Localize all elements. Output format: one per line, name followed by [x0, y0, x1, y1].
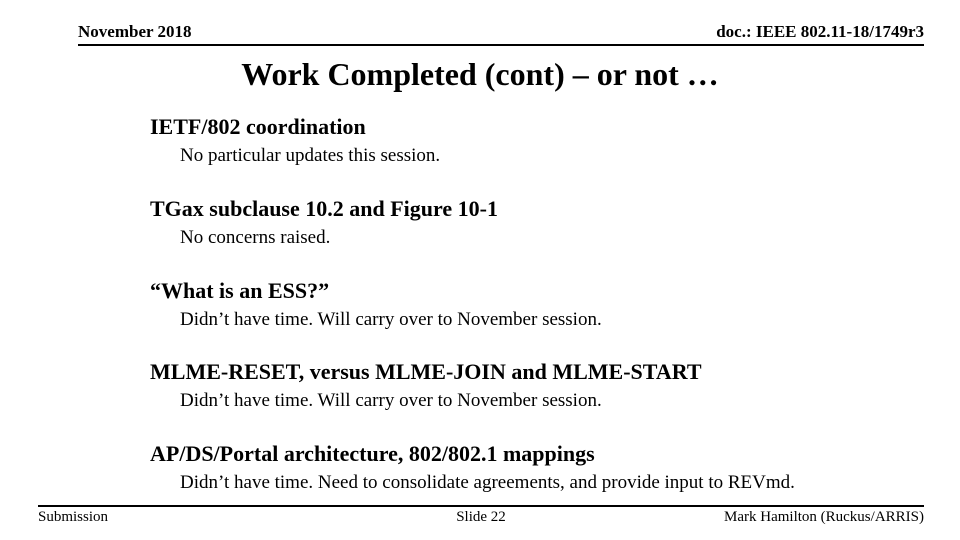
- header-row: November 2018 doc.: IEEE 802.11-18/1749r…: [78, 22, 924, 46]
- slide-page: November 2018 doc.: IEEE 802.11-18/1749r…: [0, 0, 960, 540]
- slide-header: November 2018 doc.: IEEE 802.11-18/1749r…: [78, 22, 924, 46]
- slide-footer: Submission Slide 22 Mark Hamilton (Rucku…: [38, 505, 924, 526]
- slide-content: IETF/802 coordination No particular upda…: [150, 102, 900, 495]
- section-heading: MLME-RESET, versus MLME-JOIN and MLME-ST…: [150, 359, 900, 385]
- section-heading: AP/DS/Portal architecture, 802/802.1 map…: [150, 441, 900, 467]
- section-body: Didn’t have time. Will carry over to Nov…: [180, 389, 900, 413]
- header-date: November 2018: [78, 22, 191, 42]
- section-body: Didn’t have time. Need to consolidate ag…: [180, 471, 900, 495]
- slide-title: Work Completed (cont) – or not …: [0, 56, 960, 93]
- header-doc-id: doc.: IEEE 802.11-18/1749r3: [716, 22, 924, 42]
- section-heading: TGax subclause 10.2 and Figure 10-1: [150, 196, 900, 222]
- section-heading: “What is an ESS?”: [150, 278, 900, 304]
- footer-slide-number: Slide 22: [38, 509, 924, 526]
- footer-row: Submission Slide 22 Mark Hamilton (Rucku…: [38, 509, 924, 526]
- section-heading: IETF/802 coordination: [150, 114, 900, 140]
- section-body: No concerns raised.: [180, 226, 900, 250]
- section-body: No particular updates this session.: [180, 144, 900, 168]
- section-body: Didn’t have time. Will carry over to Nov…: [180, 308, 900, 332]
